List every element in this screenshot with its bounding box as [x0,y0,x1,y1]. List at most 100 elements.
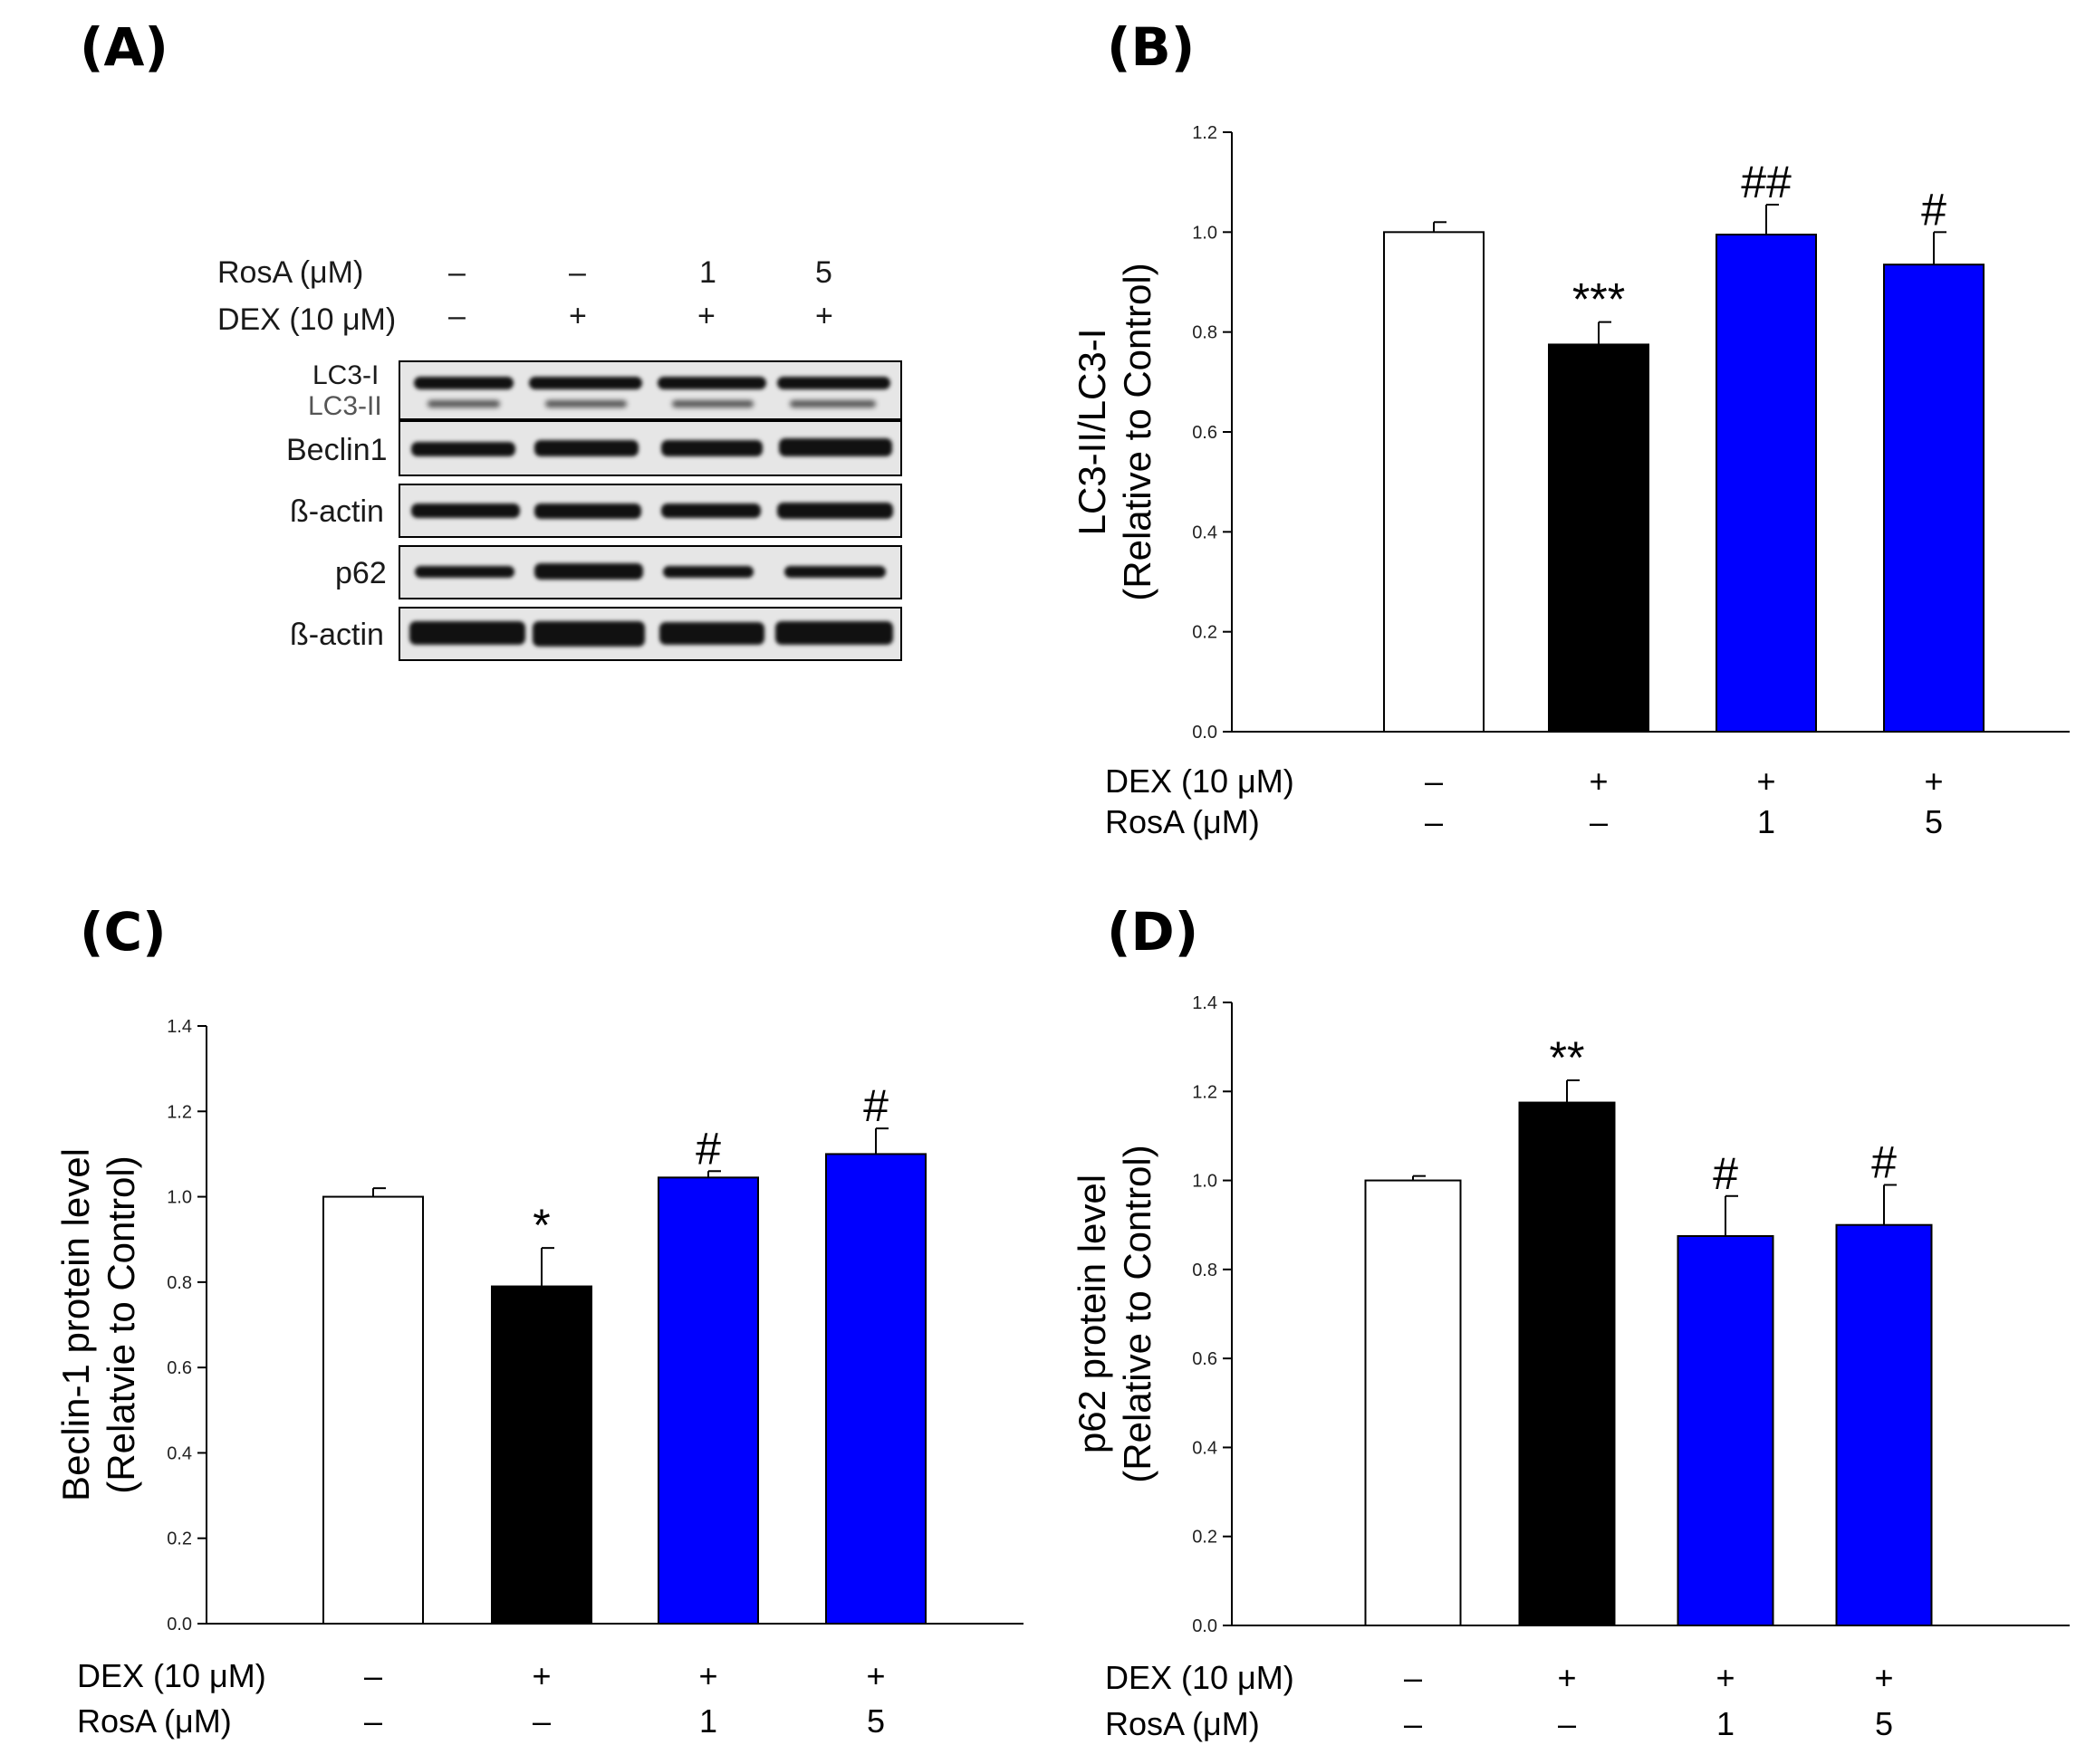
blot-rosa-label: RosA (μM) [217,255,364,290]
chart-b-ytick-label-3: 0.6 [1192,423,1217,443]
chart-d-annotation-2: # [1713,1148,1738,1199]
blot-dex-lane-3: + [697,299,716,333]
chart-b-ytick-label-5: 1.0 [1192,223,1217,243]
panel-label-a: (A) [80,16,168,78]
chart-b-ylabel-line2: (Relative to Control) [1116,263,1158,600]
chart-d-dex-value-1: + [1557,1659,1576,1696]
blot-dex-lane-4: + [815,299,833,333]
chart-d-dex-label: DEX (10 μM) [1105,1659,1294,1696]
chart-c-dex-value-3: + [866,1657,885,1694]
chart-b-rosa-value-3: 5 [1925,803,1943,840]
chart-c-dex-value-0: – [364,1657,382,1694]
chart-d-rosa-value-0: – [1404,1705,1422,1742]
chart-c-beclin1: 0.0 0.2 0.4 0.6 0.8 1.0 1.2 1.4 Beclin-1 protein… [54,1017,1024,1740]
blot-strip-p62 [399,545,902,599]
blot-rosa-lane-1: – [448,255,466,290]
chart-b-lc3-ratio: 0.0 0.2 0.4 0.6 0.8 1.0 1.2 LC3-II/LC3-I (Relati… [1071,123,2070,840]
chart-d-dex-value-2: + [1716,1659,1735,1696]
chart-c-bar-0 [322,1195,424,1625]
blot-strip-lc3 [399,360,902,420]
chart-d-ytick-label-4: 0.8 [1192,1261,1217,1280]
chart-b-annotation-2: ## [1741,157,1792,207]
chart-c-ytick-label-2: 0.4 [167,1443,192,1463]
chart-c-annotation-3: # [863,1080,889,1131]
chart-d-p62: 0.0 0.2 0.4 0.6 0.8 1.0 1.2 1.4 p62 protein leve… [1071,993,2070,1742]
chart-d-bar-3 [1835,1223,1933,1626]
chart-c-ylabel-line2: (Relatvie to Control) [100,1155,142,1493]
chart-c-ylabel-line1: Beclin-1 protein level [54,1148,97,1501]
chart-d-annotation-3: # [1871,1136,1897,1187]
chart-b-rosa-label: RosA (μM) [1105,803,1260,840]
chart-b-dex-value-0: – [1425,762,1443,800]
chart-c-ytick-label-6: 1.2 [167,1102,192,1122]
chart-b-rosa-value-2: 1 [1757,803,1775,840]
chart-d-dex-value-3: + [1874,1659,1893,1696]
blot-strip-beclin [399,420,902,476]
chart-d-ytick-label-2: 0.4 [1192,1438,1217,1458]
blot-p62-label: p62 [335,556,387,590]
chart-c-bar-1 [491,1285,592,1625]
blot-dex-lane-2: + [569,299,587,333]
blot-dex-label: DEX (10 μM) [217,302,397,337]
chart-d-ytick-label-5: 1.0 [1192,1172,1217,1192]
chart-d-rosa-value-3: 5 [1875,1705,1893,1742]
chart-b-ytick-label-4: 0.8 [1192,323,1217,343]
chart-c-rosa-value-1: – [533,1702,551,1740]
chart-c-ytick-label-1: 0.2 [167,1529,192,1549]
chart-c-annotation-2: # [696,1123,721,1174]
blot-rosa-lane-3: 1 [699,255,716,290]
chart-d-rosa-value-2: 1 [1716,1705,1735,1742]
chart-c-rosa-value-3: 5 [867,1702,885,1740]
chart-b-ytick-label-2: 0.4 [1192,522,1217,542]
chart-b-bar-0 [1383,231,1485,733]
blot-rosa-lane-2: – [569,255,586,290]
blot-lc3i-label: LC3-I [312,360,380,390]
chart-d-ylabel-line2: (Relative to Control) [1116,1145,1158,1482]
chart-d-rosa-label: RosA (μM) [1105,1705,1260,1742]
chart-c-dex-label: DEX (10 μM) [77,1657,266,1694]
chart-d-bar-1 [1518,1101,1616,1627]
chart-c-dex-value-1: + [532,1657,551,1694]
chart-b-bar-2 [1716,234,1817,733]
chart-c-ytick-label-0: 0.0 [167,1615,192,1635]
chart-c-rosa-value-0: – [364,1702,382,1740]
chart-b-ytick-label-0: 0.0 [1192,723,1217,743]
chart-c-annotation-1: * [533,1200,550,1251]
blot-dex-lane-1: – [448,299,466,333]
chart-d-ytick-label-6: 1.2 [1192,1082,1217,1102]
chart-b-ytick-label-1: 0.2 [1192,623,1217,643]
chart-b-ytick-label-6: 1.2 [1192,123,1217,143]
chart-c-ytick-label-5: 1.0 [167,1188,192,1208]
chart-d-rosa-value-1: – [1558,1705,1576,1742]
chart-d-ytick-label-7: 1.4 [1192,993,1217,1013]
chart-d-ytick-label-0: 0.0 [1192,1616,1217,1636]
chart-c-bar-3 [825,1153,927,1625]
panel-label-d: (D) [1107,901,1199,963]
chart-c-bar-2 [658,1176,759,1625]
chart-b-annotation-1: *** [1572,274,1625,325]
chart-b-dex-value-1: + [1589,762,1608,800]
blot-actin2-label: ß-actin [290,618,384,652]
chart-b-rosa-value-1: – [1590,803,1608,840]
chart-c-rosa-label: RosA (μM) [77,1702,232,1740]
blot-actin-label: ß-actin [290,494,384,529]
chart-b-rosa-value-0: – [1425,803,1443,840]
chart-d-ytick-label-3: 0.6 [1192,1349,1217,1369]
chart-d-bar-0 [1364,1179,1462,1626]
chart-d-bar-2 [1677,1235,1774,1626]
panel-label-b: (B) [1107,16,1196,78]
chart-b-dex-value-3: + [1924,762,1943,800]
panel-label-c: (C) [80,901,167,963]
chart-b-dex-value-2: + [1756,762,1775,800]
chart-b-annotation-3: # [1921,184,1946,235]
chart-b-bar-3 [1883,264,1985,733]
chart-d-ytick-label-1: 0.2 [1192,1528,1217,1548]
blot-beclin-label: Beclin1 [286,433,388,467]
chart-b-dex-label: DEX (10 μM) [1105,762,1294,800]
chart-d-ylabel-line1: p62 protein level [1071,1174,1113,1453]
blot-strip-actin2 [399,607,902,661]
chart-c-ytick-label-3: 0.6 [167,1358,192,1378]
chart-c-dex-value-2: + [698,1657,717,1694]
blot-lc3ii-label: LC3-II [308,391,382,421]
chart-c-ytick-label-4: 0.8 [167,1273,192,1293]
